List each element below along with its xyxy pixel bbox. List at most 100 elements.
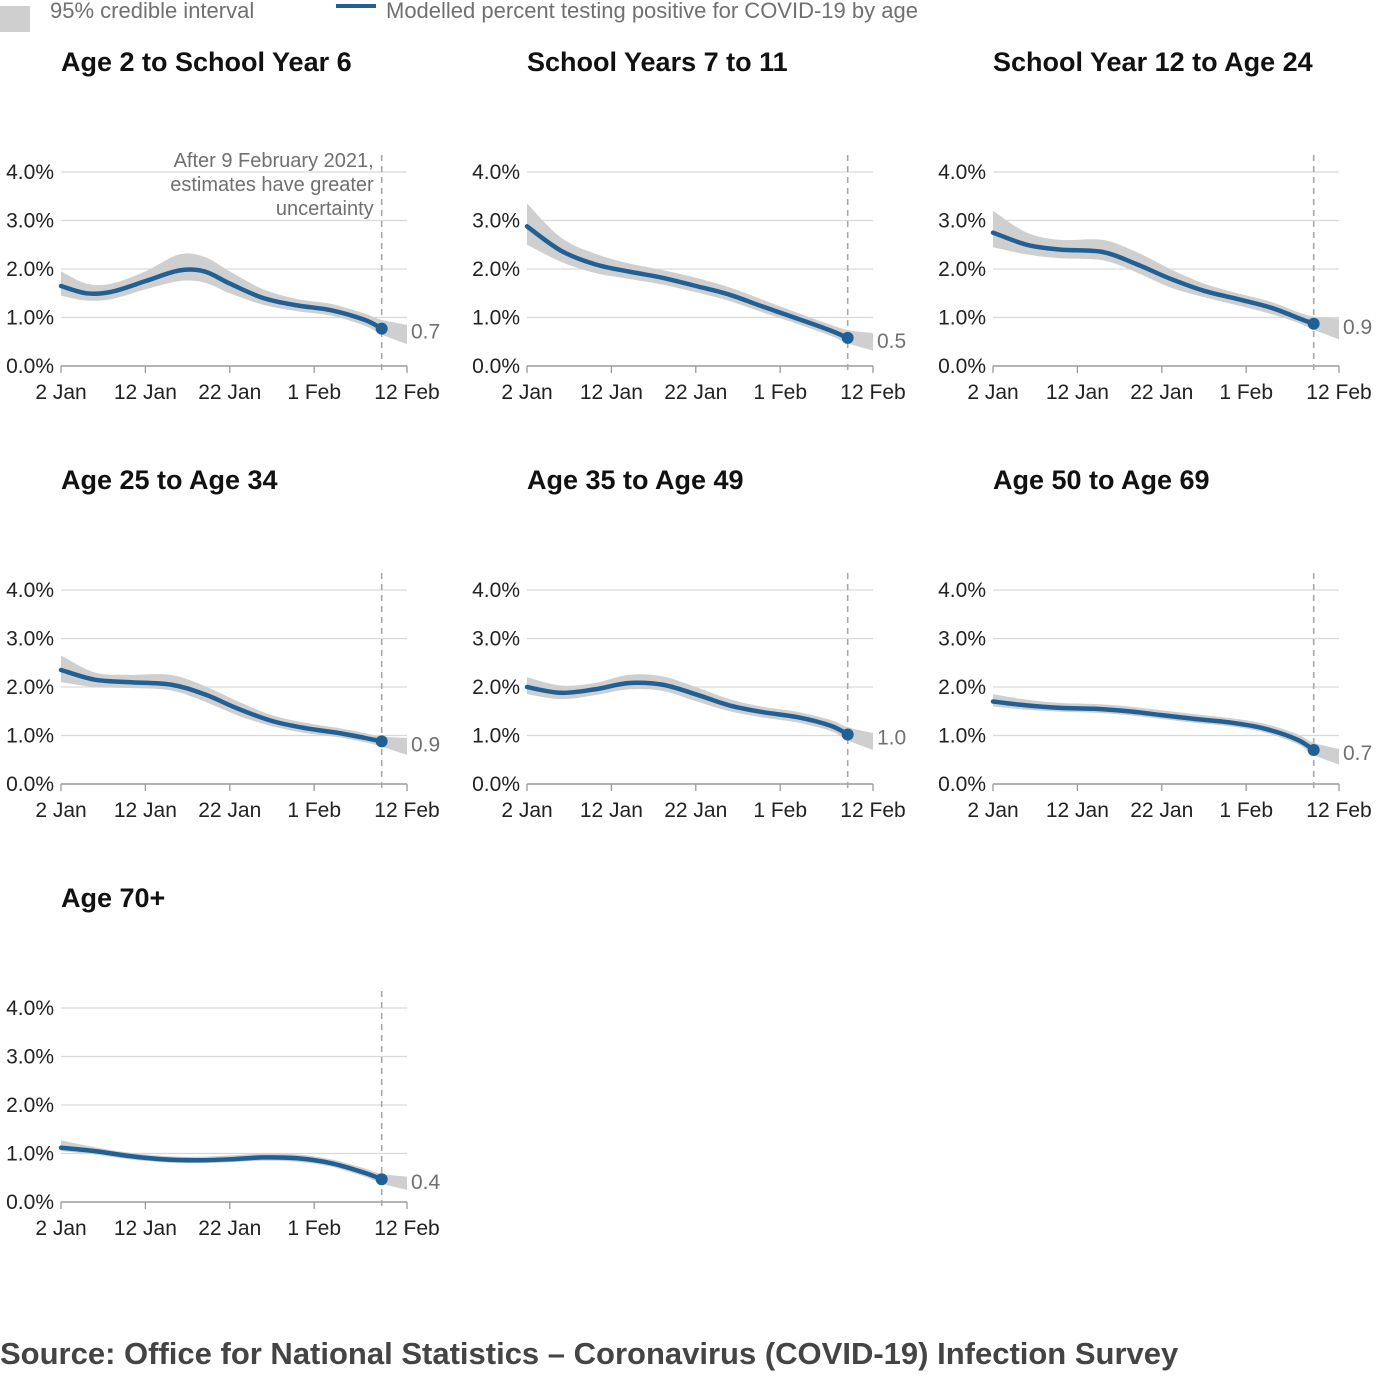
charts-svg: Age 2 to School Year 6 0.0% 1.0% 2.0% 3.0% 4.… bbox=[6, 47, 1372, 1240]
latest-estimate-label: 1.0 bbox=[877, 727, 906, 750]
x-tick-label: 2 Jan bbox=[501, 381, 552, 404]
x-tick-label: 2 Jan bbox=[35, 1217, 86, 1240]
x-tick-label: 12 Feb bbox=[1306, 799, 1371, 822]
x-tick-label: 1 Feb bbox=[1219, 799, 1273, 822]
legend-line-label: Modelled percent testing positive for CO… bbox=[386, 0, 918, 23]
y-tick-label: 4.0% bbox=[6, 161, 54, 184]
y-tick-label: 1.0% bbox=[6, 725, 54, 748]
panel-title: Age 50 to Age 69 bbox=[993, 465, 1210, 495]
y-tick-label: 4.0% bbox=[6, 579, 54, 602]
modelled-line bbox=[990, 699, 1316, 753]
x-tick-label: 2 Jan bbox=[35, 381, 86, 404]
x-tick-label: 22 Jan bbox=[1130, 381, 1193, 404]
y-tick-label: 4.0% bbox=[938, 161, 986, 184]
latest-estimate-point bbox=[375, 735, 388, 748]
x-tick-label: 1 Feb bbox=[1219, 381, 1273, 404]
y-tick-label: 1.0% bbox=[6, 307, 54, 330]
x-tick-label: 22 Jan bbox=[198, 1217, 261, 1240]
x-tick-label: 12 Jan bbox=[114, 381, 177, 404]
y-tick-label: 1.0% bbox=[472, 307, 520, 330]
y-tick-label: 4.0% bbox=[472, 579, 520, 602]
panel-title: School Years 7 to 11 bbox=[527, 47, 788, 77]
panel-4: Age 25 to Age 34 0.0% 1.0% 2.0% 3.0% 4.0% 2 Ja… bbox=[6, 465, 440, 822]
latest-estimate-point bbox=[841, 728, 854, 741]
modelled-line bbox=[990, 230, 1316, 327]
x-tick-label: 12 Feb bbox=[374, 381, 439, 404]
modelled-line bbox=[524, 224, 850, 341]
y-tick-label: 3.0% bbox=[472, 210, 520, 233]
y-tick-label: 3.0% bbox=[472, 628, 520, 651]
x-tick-label: 12 Feb bbox=[374, 1217, 439, 1240]
y-tick-label: 2.0% bbox=[472, 676, 520, 699]
y-tick-label: 4.0% bbox=[472, 161, 520, 184]
x-tick-label: 1 Feb bbox=[287, 381, 341, 404]
latest-estimate-label: 0.9 bbox=[1343, 316, 1372, 339]
panel-1: Age 2 to School Year 6 0.0% 1.0% 2.0% 3.0% 4.… bbox=[6, 47, 440, 404]
y-tick-label: 4.0% bbox=[6, 997, 54, 1020]
latest-estimate-point bbox=[1307, 744, 1320, 757]
y-tick-label: 2.0% bbox=[6, 676, 54, 699]
credible-interval-swatch bbox=[0, 6, 30, 32]
latest-estimate-label: 0.4 bbox=[411, 1171, 441, 1194]
x-tick-label: 22 Jan bbox=[198, 799, 261, 822]
x-tick-label: 2 Jan bbox=[501, 799, 552, 822]
x-tick-label: 1 Feb bbox=[287, 799, 341, 822]
y-tick-label: 0.0% bbox=[6, 355, 54, 378]
panel-title: Age 25 to Age 34 bbox=[61, 465, 278, 495]
x-tick-label: 22 Jan bbox=[664, 381, 727, 404]
uncertainty-annotation-line: estimates have greater bbox=[170, 174, 374, 196]
x-tick-label: 12 Feb bbox=[1306, 381, 1371, 404]
panel-7: Age 70+ 0.0% 1.0% 2.0% 3.0% 4.0% 2 Jan 12 Jan 22… bbox=[6, 883, 440, 1240]
x-tick-label: 2 Jan bbox=[967, 381, 1018, 404]
panel-title: Age 2 to School Year 6 bbox=[61, 47, 352, 77]
y-tick-label: 2.0% bbox=[938, 676, 986, 699]
modelled-line bbox=[524, 680, 850, 737]
y-tick-label: 3.0% bbox=[6, 210, 54, 233]
modelled-line bbox=[58, 267, 384, 331]
y-tick-label: 0.0% bbox=[472, 773, 520, 796]
modelled-line bbox=[58, 667, 384, 744]
y-tick-label: 2.0% bbox=[6, 258, 54, 281]
panel-title: Age 35 to Age 49 bbox=[527, 465, 744, 495]
y-tick-label: 0.0% bbox=[6, 773, 54, 796]
credible-interval-band bbox=[61, 253, 407, 345]
panel-title: Age 70+ bbox=[61, 883, 165, 913]
latest-estimate-point bbox=[375, 1173, 388, 1186]
y-tick-label: 3.0% bbox=[938, 628, 986, 651]
y-tick-label: 3.0% bbox=[6, 628, 54, 651]
x-tick-label: 12 Feb bbox=[840, 799, 905, 822]
x-tick-label: 12 Jan bbox=[1046, 381, 1109, 404]
x-tick-label: 12 Feb bbox=[840, 381, 905, 404]
x-tick-label: 12 Jan bbox=[1046, 799, 1109, 822]
y-tick-label: 1.0% bbox=[938, 307, 986, 330]
panel-title: School Year 12 to Age 24 bbox=[993, 47, 1313, 77]
legend-interval-label: 95% credible interval bbox=[50, 0, 255, 23]
x-tick-label: 1 Feb bbox=[753, 381, 807, 404]
modelled-line bbox=[58, 1145, 384, 1182]
x-tick-label: 12 Jan bbox=[580, 799, 643, 822]
x-tick-label: 1 Feb bbox=[287, 1217, 341, 1240]
small-multiples-charts: Age 2 to School Year 6 0.0% 1.0% 2.0% 3.0% 4.… bbox=[6, 47, 1372, 1240]
panel-6: Age 50 to Age 69 0.0% 1.0% 2.0% 3.0% 4.0% 2 Ja… bbox=[938, 465, 1372, 822]
latest-estimate-label: 0.7 bbox=[411, 321, 440, 344]
y-tick-label: 3.0% bbox=[6, 1046, 54, 1069]
x-tick-label: 12 Jan bbox=[580, 381, 643, 404]
y-tick-label: 2.0% bbox=[472, 258, 520, 281]
x-tick-label: 2 Jan bbox=[35, 799, 86, 822]
latest-estimate-point bbox=[841, 331, 854, 344]
y-tick-label: 1.0% bbox=[6, 1143, 54, 1166]
latest-estimate-label: 0.7 bbox=[1343, 742, 1372, 765]
source-note: Source: Office for National Statistics –… bbox=[0, 1336, 1179, 1371]
credible-interval-band bbox=[527, 674, 873, 750]
y-tick-label: 2.0% bbox=[6, 1094, 54, 1117]
credible-interval-band bbox=[993, 694, 1339, 765]
x-tick-label: 22 Jan bbox=[198, 381, 261, 404]
credible-interval-band bbox=[61, 1140, 407, 1190]
panel-3: School Year 12 to Age 24 0.0% 1.0% 2.0% 3.0%… bbox=[938, 47, 1372, 404]
y-tick-label: 0.0% bbox=[938, 355, 986, 378]
x-tick-label: 1 Feb bbox=[753, 799, 807, 822]
x-tick-label: 12 Jan bbox=[114, 1217, 177, 1240]
latest-estimate-point bbox=[1307, 317, 1320, 330]
latest-estimate-point bbox=[375, 322, 388, 335]
panel-5: Age 35 to Age 49 0.0% 1.0% 2.0% 3.0% 4.0% 2 Ja… bbox=[472, 465, 906, 822]
